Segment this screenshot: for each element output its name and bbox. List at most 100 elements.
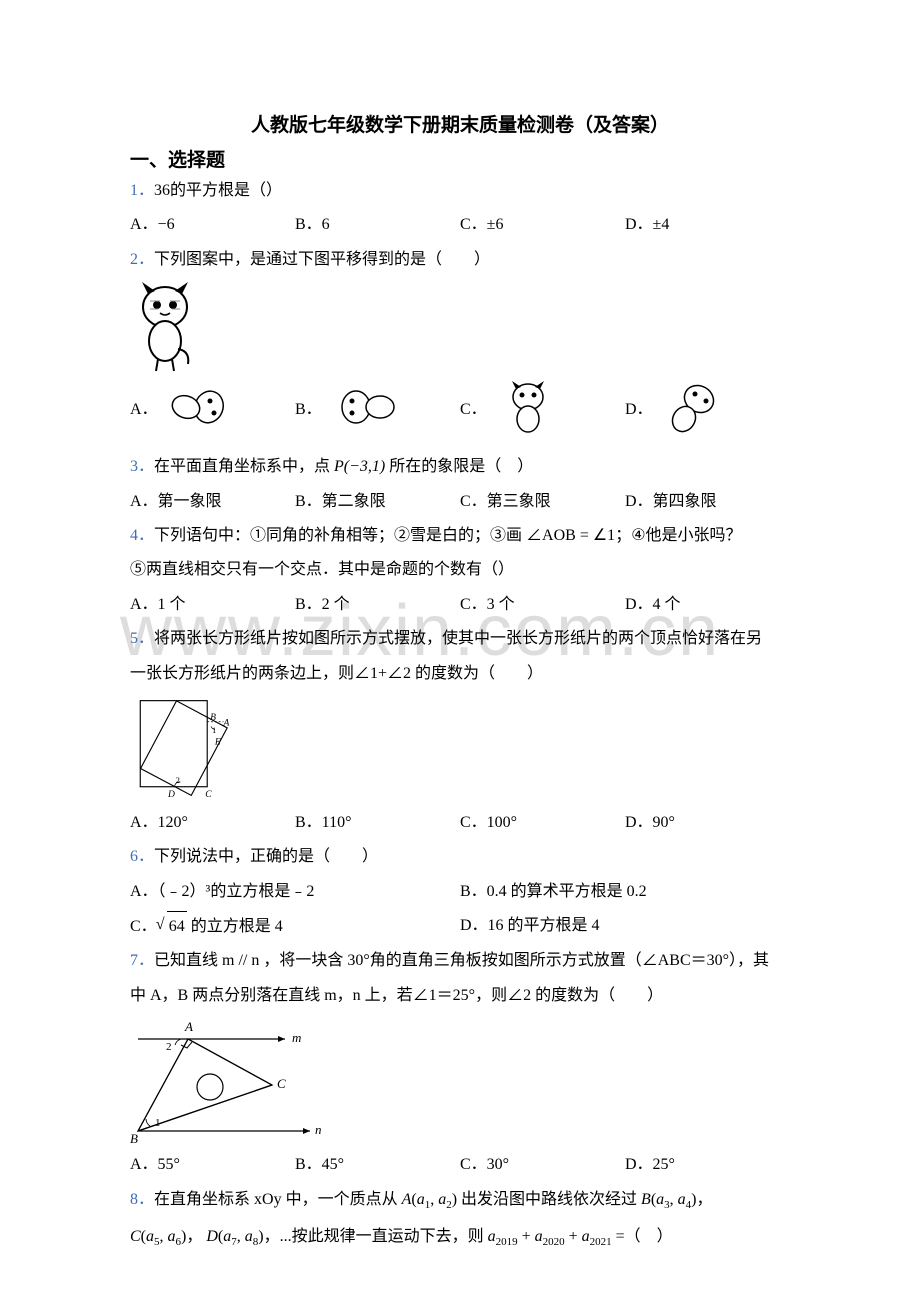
q4-opt-c: C．3 个 <box>460 590 625 620</box>
question-4: 4．下列语句中：①同角的补角相等；②雪是白的；③画 ∠AOB = ∠1；④他是小… <box>130 521 790 551</box>
q7-line2: 中 A，B 两点分别落在直线 m，n 上，若∠1＝25°，则∠2 的度数为（ ） <box>130 981 790 1011</box>
label-A7: A <box>184 1019 193 1034</box>
sub-2019: 2019 <box>496 1236 518 1248</box>
label-angle2-7: 2 <box>166 1041 172 1053</box>
cat-opt-b-icon <box>328 379 398 434</box>
q7-diagram: A B C m n 1 2 <box>130 1015 790 1150</box>
label-C7: C <box>277 1076 286 1091</box>
q6-opt-d: D．16 的平方根是 4 <box>460 911 790 942</box>
q2-options: A． B． C． <box>130 379 790 434</box>
section-header: 一、选择题 <box>130 145 790 172</box>
q3-text-pre: 在平面直角坐标系中，点 <box>154 458 334 475</box>
q2-opt-b-label: B． <box>295 395 322 419</box>
q4-expr: ∠AOB = ∠1 <box>526 527 615 544</box>
cat-opt-c-icon <box>493 379 563 434</box>
sub-a5: 5 <box>154 1236 160 1248</box>
question-5: 5．将两张长方形纸片按如图所示方式摆放，使其中一张长方形纸片的两个顶点恰好落在另 <box>130 624 790 654</box>
q4-opt-a: A．1 个 <box>130 590 295 620</box>
q2-opt-c-label: C． <box>460 395 487 419</box>
sub-2021: 2021 <box>590 1236 612 1248</box>
sub-a4: 4 <box>686 1199 692 1211</box>
q1-opt-d: D．±4 <box>625 210 790 240</box>
q4-line2: ⑤两直线相交只有一个交点．其中是命题的个数有（） <box>130 555 790 585</box>
q8-line2-post: =（ ） <box>612 1228 673 1245</box>
question-3: 3．在平面直角坐标系中，点 P(−3,1) 所在的象限是（ ） <box>130 452 790 482</box>
sqrt-icon: 64 <box>167 911 187 942</box>
question-2: 2．下列图案中，是通过下图平移得到的是（ ） <box>130 245 790 275</box>
q1-opt-a: A．−6 <box>130 210 295 240</box>
sub-a3: 3 <box>664 1199 670 1211</box>
label-B: B <box>210 712 216 723</box>
q6-text: 下列说法中，正确的是（ ） <box>154 848 378 865</box>
q4-num: 4． <box>130 527 154 544</box>
q2-num: 2． <box>130 251 154 268</box>
q2-opt-b: B． <box>295 379 460 434</box>
question-1: 1．36的平方根是（） <box>130 176 790 206</box>
q6-opt-b: B．0.4 的算术平方根是 0.2 <box>460 877 790 907</box>
page-title: 人教版七年级数学下册期末质量检测卷（及答案） <box>130 110 790 137</box>
cat-opt-d-icon <box>659 379 729 434</box>
q1-opt-b: B．6 <box>295 210 460 240</box>
q2-opt-a-label: A． <box>130 395 158 419</box>
q2-opt-c: C． <box>460 379 625 434</box>
q7-opt-d: D．25° <box>625 1150 790 1180</box>
q8-line1-post: ， <box>696 1191 712 1208</box>
q7-opt-b: B．45° <box>295 1150 460 1180</box>
q6-opt-c-post: 的立方根是 4 <box>187 918 283 935</box>
label-angle1: 1 <box>212 725 216 735</box>
sub-a8: 8 <box>253 1236 259 1248</box>
q5-opt-a: A．120° <box>130 808 295 838</box>
content-wrapper: 人教版七年级数学下册期末质量检测卷（及答案） 一、选择题 1．36的平方根是（）… <box>130 110 790 1253</box>
q2-opt-d: D． <box>625 379 790 434</box>
q2-text: 下列图案中，是通过下图平移得到的是（ ） <box>154 251 490 268</box>
q4-options: A．1 个 B．2 个 C．3 个 D．4 个 <box>130 590 790 620</box>
sub-a6: 6 <box>176 1236 182 1248</box>
question-7: 7．已知直线 m // n ，将一块含 30°角的直角三角板按如图所示方式放置（… <box>130 946 790 976</box>
q7-line1: 已知直线 m // n ，将一块含 30°角的直角三角板按如图所示方式放置（∠A… <box>154 952 769 969</box>
q7-opt-c: C．30° <box>460 1150 625 1180</box>
q5-opt-d: D．90° <box>625 808 790 838</box>
q5-opt-c: C．100° <box>460 808 625 838</box>
q3-opt-b: B．第二象限 <box>295 487 460 517</box>
label-angle1-7: 1 <box>155 1117 161 1129</box>
q4-opt-d: D．4 个 <box>625 590 790 620</box>
q1-num: 1． <box>130 182 154 199</box>
q5-options: A．120° B．110° C．100° D．90° <box>130 808 790 838</box>
q3-point: P(−3,1) <box>334 458 385 475</box>
triangle-diagram-icon: A B C m n 1 2 <box>130 1015 325 1145</box>
label-A: A <box>222 717 229 728</box>
q7-opt-a: A．55° <box>130 1150 295 1180</box>
q1-text: 36的平方根是（） <box>154 182 282 199</box>
q2-opt-d-label: D． <box>625 395 653 419</box>
sub-a2: 2 <box>446 1199 452 1211</box>
label-D: D <box>167 789 175 800</box>
q2-main-image <box>130 279 790 379</box>
q6-num: 6． <box>130 848 154 865</box>
q6-options-row1: A．（﹣2）³的立方根是﹣2 B．0.4 的算术平方根是 0.2 <box>130 877 790 907</box>
question-8: 8．在直角坐标系 xOy 中，一个质点从 A(a1, a2) 出发沿图中路线依次… <box>130 1185 790 1216</box>
q5-line2: 一张长方形纸片的两条边上，则∠1+∠2 的度数为（ ） <box>130 659 790 689</box>
cat-opt-a-icon <box>164 379 234 434</box>
q3-opt-a: A．第一象限 <box>130 487 295 517</box>
q7-num: 7． <box>130 952 154 969</box>
q3-options: A．第一象限 B．第二象限 C．第三象限 D．第四象限 <box>130 487 790 517</box>
q6-opt-c-pre: C． <box>130 918 157 935</box>
sub-a1: 1 <box>425 1199 431 1211</box>
q6-options-row2: C． 64 的立方根是 4 D．16 的平方根是 4 <box>130 911 790 942</box>
label-E: E <box>214 737 221 748</box>
q5-line1: 将两张长方形纸片按如图所示方式摆放，使其中一张长方形纸片的两个顶点恰好落在另 <box>154 630 762 647</box>
q7-options: A．55° B．45° C．30° D．25° <box>130 1150 790 1180</box>
q8-line1-mid: 出发沿图中路线依次经过 <box>457 1191 641 1208</box>
q5-num: 5． <box>130 630 154 647</box>
q8-sep1: ， <box>186 1228 202 1245</box>
q8-line2: C(a5, a6)， D(a7, a8)，...按此规律一直运动下去，则 a20… <box>130 1222 790 1253</box>
q3-opt-c: C．第三象限 <box>460 487 625 517</box>
q8-line1-pre: 在直角坐标系 xOy 中，一个质点从 <box>154 1191 402 1208</box>
q6-opt-c: C． 64 的立方根是 4 <box>130 911 460 942</box>
q5-diagram: B A 1 E D C 2 <box>130 693 790 808</box>
sub-a7: 7 <box>231 1236 237 1248</box>
q3-text-post: 所在的象限是（ ） <box>385 458 533 475</box>
q4-opt-b: B．2 个 <box>295 590 460 620</box>
q5-opt-b: B．110° <box>295 808 460 838</box>
q8-line2-mid: ，...按此规律一直运动下去，则 <box>264 1228 488 1245</box>
